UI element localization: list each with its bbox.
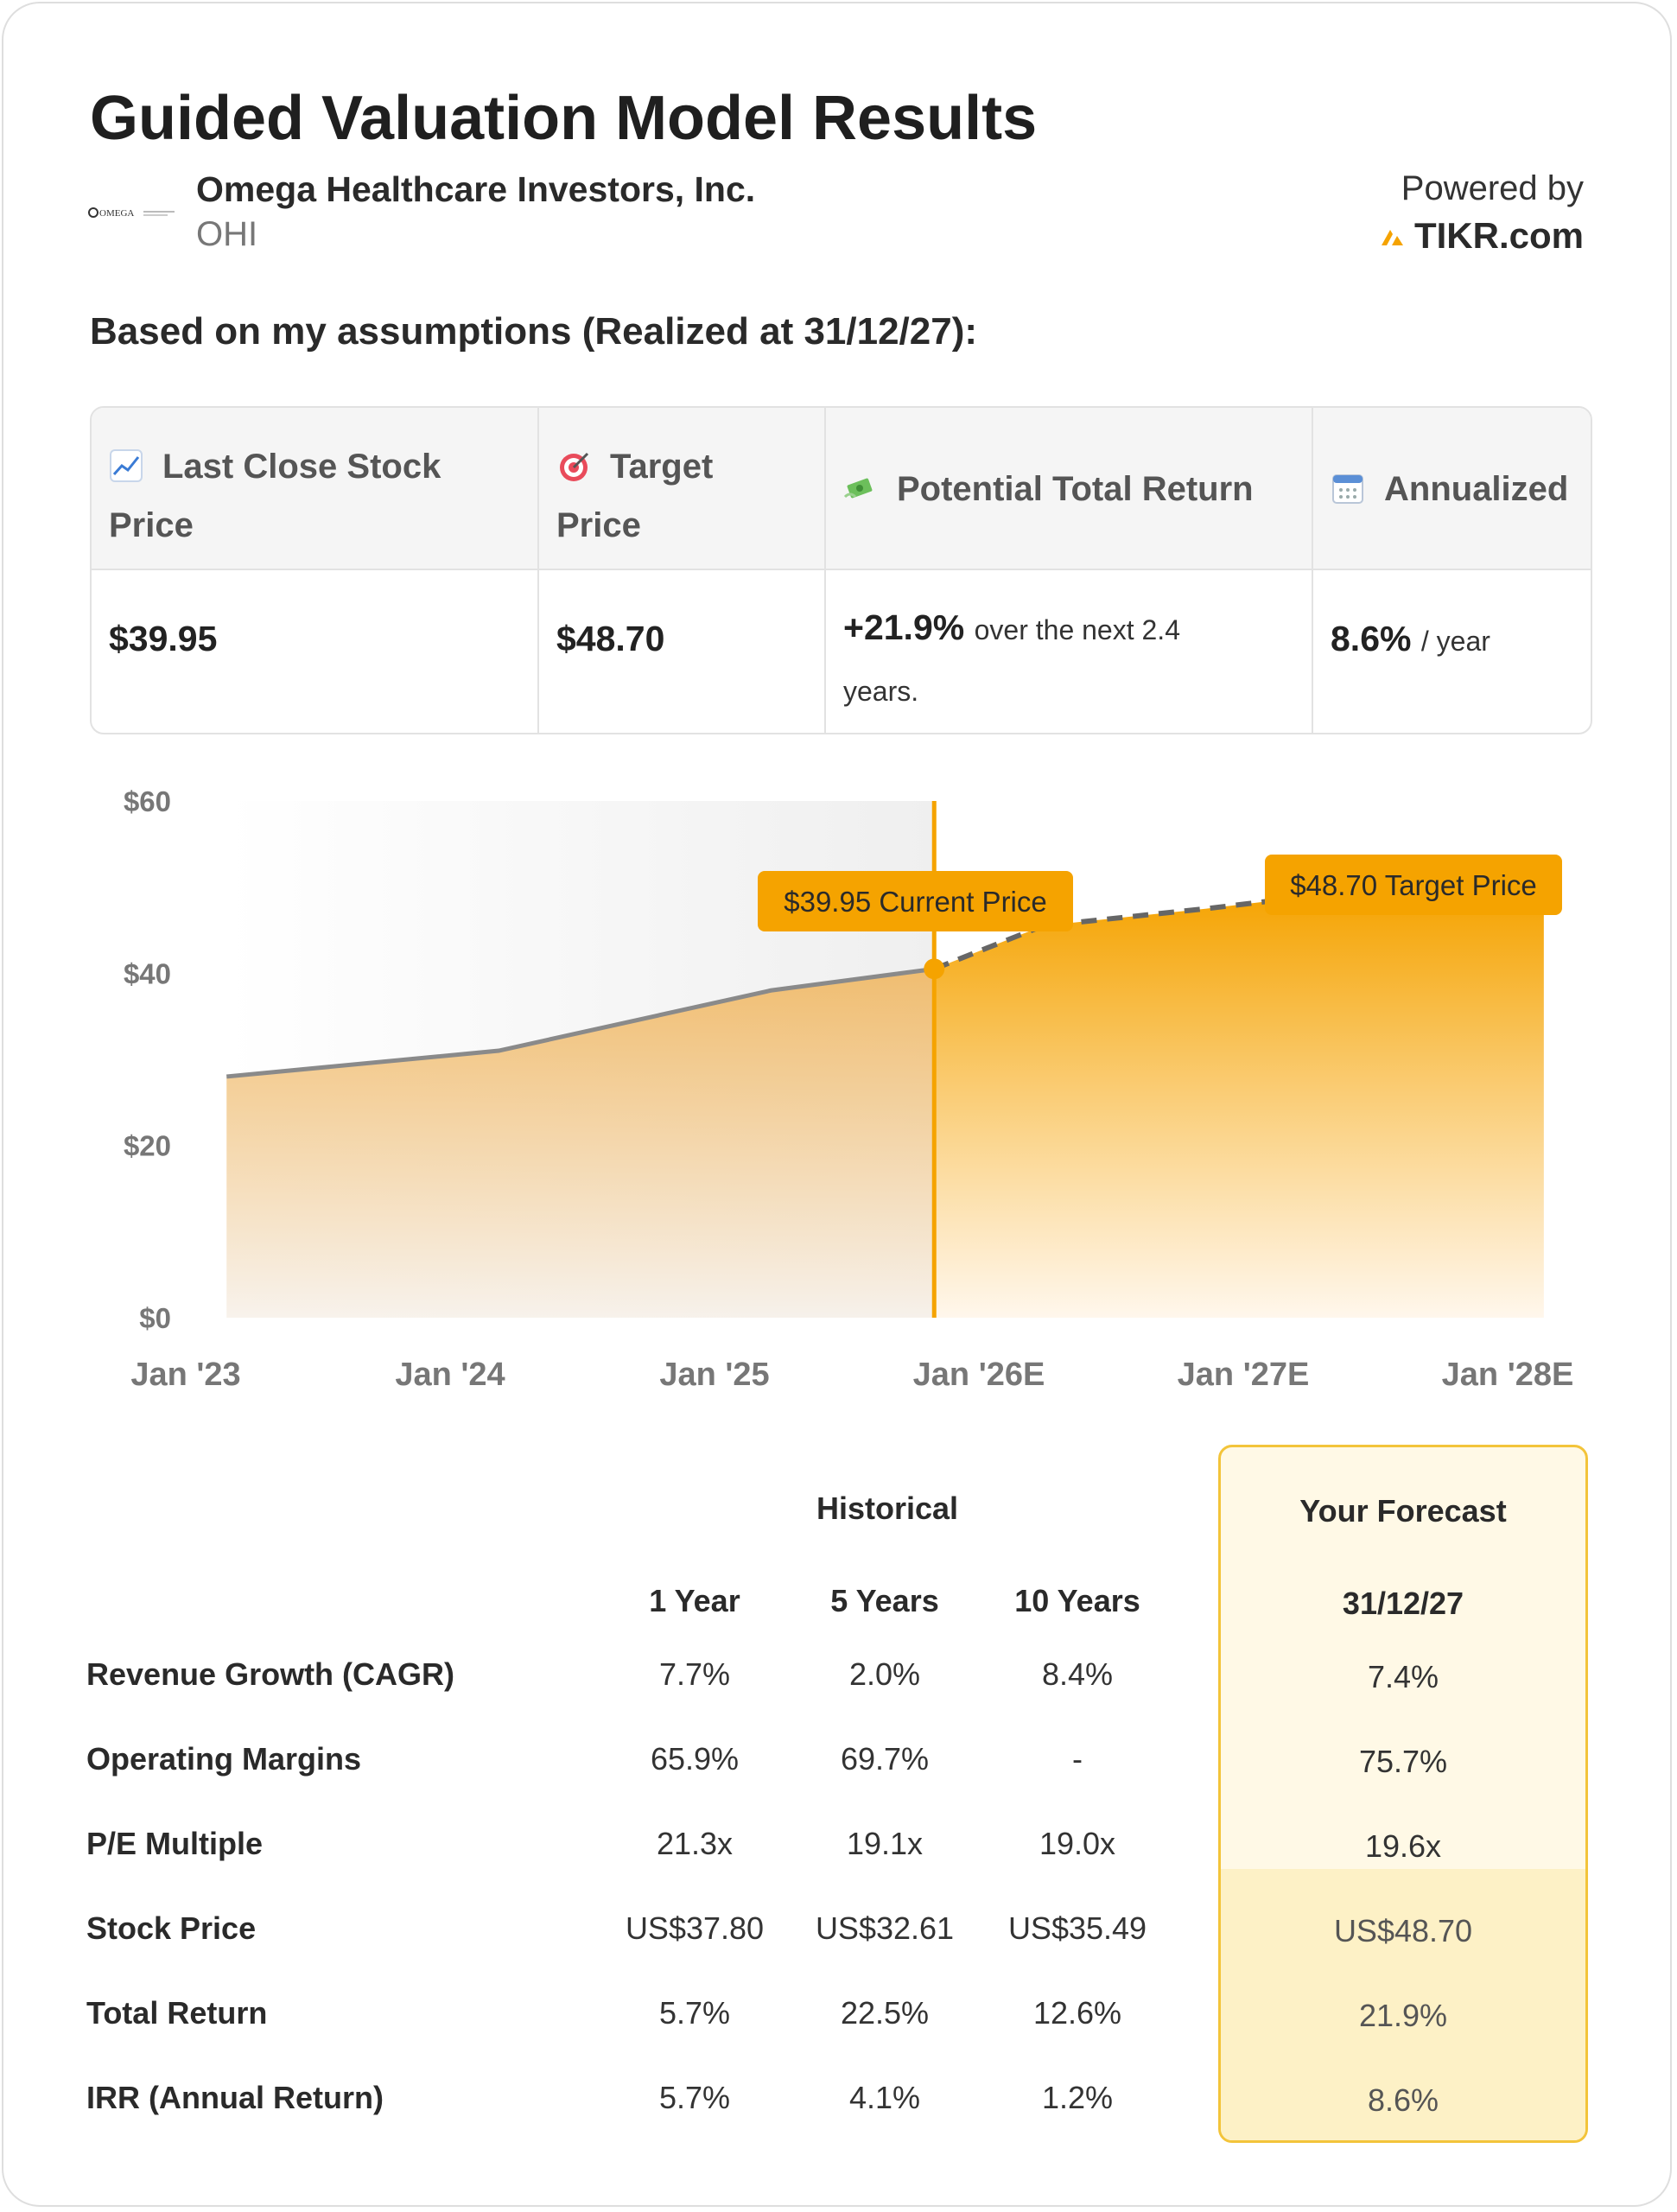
target-icon [560,452,589,481]
forecast-value: US$48.70 [1333,1913,1473,1948]
summary-label-line2: Price [556,506,641,544]
metric-value: 69.7% [840,1741,930,1777]
y-tick-label: $20 [124,1130,171,1162]
y-tick-label: $40 [124,957,171,989]
annualized-suffix: / year [1420,626,1490,657]
x-tick-label: Jan '26E [913,1357,1045,1393]
tikr-brand-link[interactable]: TIKR.com [1380,215,1584,257]
forecast-value: 75.7% [1358,1744,1448,1779]
total-return-suffix-line2: years. [843,676,919,707]
forecast-value: 7.4% [1367,1659,1439,1694]
x-tick-label: Jan '24 [395,1357,505,1393]
metric-value: 12.6% [1032,1995,1122,2031]
assumptions-heading: Based on my assumptions (Realized at 31/… [90,310,978,353]
x-tick-label: Jan '23 [130,1357,240,1393]
metric-value: 21.3x [656,1826,734,1861]
forecast-column [1218,1445,1588,2143]
last-close-value: $39.95 [109,619,218,658]
col-header: 1 Year [649,1583,740,1618]
summary-col-total-return: Potential Total Return +21.9% over the n… [826,408,1313,733]
annualized-value: 8.6% / year [1331,619,1490,659]
calendar-icon [1332,474,1363,504]
total-return-percent: +21.9% [843,607,965,647]
historical-line [226,966,935,1079]
metric-row-label: IRR (Annual Return) [86,2080,384,2115]
company-logo: OMEGA [88,207,175,219]
forecast-heading: Your Forecast [1299,1493,1507,1529]
forecast-area [934,891,1544,1318]
company-name: Omega Healthcare Investors, Inc. [196,169,756,209]
total-return-value: +21.9% over the next 2.4 years. [843,598,1180,721]
metric-value: 8.4% [1041,1656,1114,1692]
annualized-percent: 8.6% [1331,619,1412,658]
logo-text: OMEGA [99,208,134,219]
y-tick-label: $0 [139,1302,171,1334]
summary-label: Potential Total Return [897,470,1254,508]
historical-heading: Historical [816,1491,959,1526]
forecast-value: 21.9% [1358,1998,1448,2033]
metric-row-label: Operating Margins [86,1741,362,1777]
metric-value: 19.0x [1039,1826,1116,1861]
target-price-value: $48.70 [556,619,665,658]
x-tick-label: Jan '27E [1178,1357,1310,1393]
summary-col-target: Target Price $48.70 [539,408,826,733]
metric-value: US$32.61 [815,1910,955,1946]
metric-value: 7.7% [658,1656,731,1692]
metric-value: - [1072,1741,1083,1777]
metric-value: US$35.49 [1007,1910,1147,1946]
chart-increasing-icon [110,449,143,482]
ticker-symbol: OHI [196,215,258,253]
target-price-label-bg [1265,855,1562,915]
page-title: Guided Valuation Model Results [90,84,1038,153]
target-price-label: $48.70 Target Price [1290,869,1537,901]
y-tick-label: $60 [124,785,171,817]
current-price-label: $39.95 Current Price [784,886,1047,918]
metric-value: 4.1% [848,2080,921,2115]
forecast-value: 8.6% [1367,2082,1439,2118]
powered-by-label: Powered by [1401,169,1584,207]
total-return-suffix: over the next 2.4 [974,614,1180,645]
current-price-dot [924,958,945,980]
metric-value: 5.7% [658,1995,731,2031]
summary-label-line2: Price [109,506,194,544]
summary-table: Last Close Stock Price $39.95 Target Pri… [90,406,1592,734]
metrics-table: Historical Your Forecast 1 Year 5 Years 10 Y… [0,1434,1677,2160]
historical-area [226,969,935,1318]
summary-col-last-close: Last Close Stock Price $39.95 [92,408,539,733]
money-with-wings-icon [843,478,873,499]
metric-value: 22.5% [840,1995,930,2031]
summary-label: Annualized [1384,470,1569,508]
forecast-date-header: 31/12/27 [1342,1586,1464,1621]
metric-row-label: Total Return [86,1995,268,2031]
metric-value: 65.9% [650,1741,740,1777]
current-price-label-bg [758,871,1073,931]
summary-col-annualized: Annualized 8.6% / year [1313,408,1591,733]
metric-value: 5.7% [658,2080,731,2115]
col-header: 5 Years [830,1583,939,1618]
summary-label: Target [610,448,714,486]
col-header: 10 Years [1014,1583,1140,1618]
metric-row-label: Stock Price [86,1910,257,1946]
x-tick-label: Jan '28E [1442,1357,1574,1393]
metric-row-label: P/E Multiple [86,1826,264,1861]
tikr-logo-icon [1381,230,1403,245]
brand-name: TIKR.com [1413,215,1584,256]
metric-row-label: Revenue Growth (CAGR) [86,1656,455,1692]
metric-value: US$37.80 [625,1910,765,1946]
metric-value: 1.2% [1041,2080,1114,2115]
summary-label: Last Close Stock [162,448,441,486]
forecast-value: 19.6x [1364,1828,1442,1864]
x-tick-label: Jan '25 [659,1357,769,1393]
price-chart: $39.95 Current Price $48.70 Target Price $… [124,785,1574,1393]
metric-value: 19.1x [846,1826,924,1861]
metric-value: 2.0% [848,1656,921,1692]
